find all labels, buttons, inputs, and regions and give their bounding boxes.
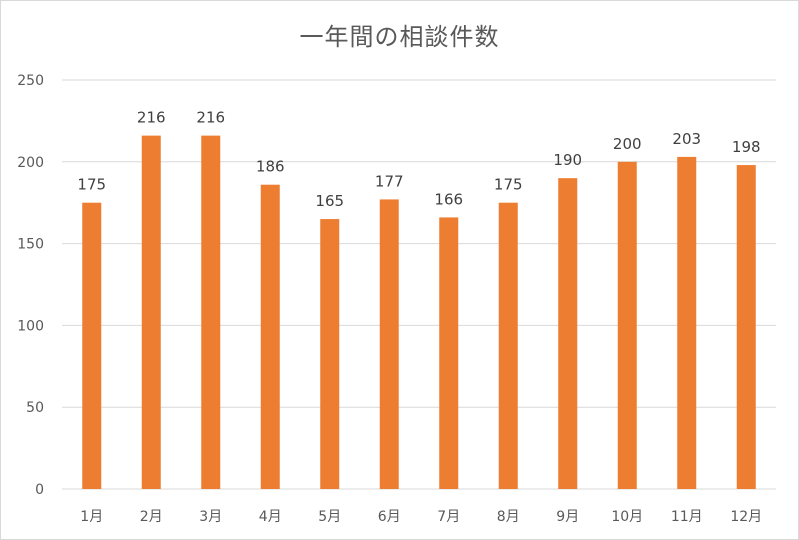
bar <box>379 199 399 490</box>
data-label: 186 <box>256 158 285 176</box>
bar <box>617 161 637 490</box>
data-label: 175 <box>494 176 523 194</box>
y-tick-label: 250 <box>17 73 44 89</box>
data-label: 200 <box>613 135 642 153</box>
y-tick-label: 50 <box>26 400 44 416</box>
y-tick-label: 150 <box>17 237 44 253</box>
data-label: 165 <box>315 192 344 210</box>
data-label: 203 <box>672 130 701 148</box>
bar <box>498 202 518 489</box>
x-tick-label: 4月 <box>259 509 282 525</box>
x-tick-label: 12月 <box>730 509 762 525</box>
bar <box>82 202 102 489</box>
bar <box>736 165 756 489</box>
bar <box>260 184 280 490</box>
data-label: 216 <box>137 109 166 127</box>
x-tick-label: 8月 <box>497 509 520 525</box>
bar <box>141 135 161 489</box>
x-tick-label: 6月 <box>378 509 401 525</box>
bar <box>558 178 578 489</box>
x-tick-label: 5月 <box>318 509 341 525</box>
bar <box>201 135 221 489</box>
x-tick-label: 7月 <box>437 509 460 525</box>
data-label: 177 <box>375 172 404 190</box>
data-label: 198 <box>732 138 761 156</box>
data-label: 166 <box>434 190 463 208</box>
bar <box>439 217 459 489</box>
x-tick-label: 9月 <box>556 509 579 525</box>
x-tick-label: 3月 <box>199 509 222 525</box>
x-tick-label: 10月 <box>611 509 643 525</box>
x-tick-label: 2月 <box>140 509 163 525</box>
data-label: 190 <box>553 151 582 169</box>
chart-title: 一年間の相談件数 <box>299 23 500 51</box>
data-label: 216 <box>196 109 225 127</box>
y-tick-label: 100 <box>17 318 44 334</box>
y-tick-label: 200 <box>17 155 44 171</box>
bar <box>677 156 697 489</box>
y-tick-label: 0 <box>35 482 44 498</box>
data-label: 175 <box>77 176 106 194</box>
x-tick-label: 11月 <box>671 509 703 525</box>
bar <box>320 219 340 489</box>
x-tick-label: 1月 <box>80 509 103 525</box>
